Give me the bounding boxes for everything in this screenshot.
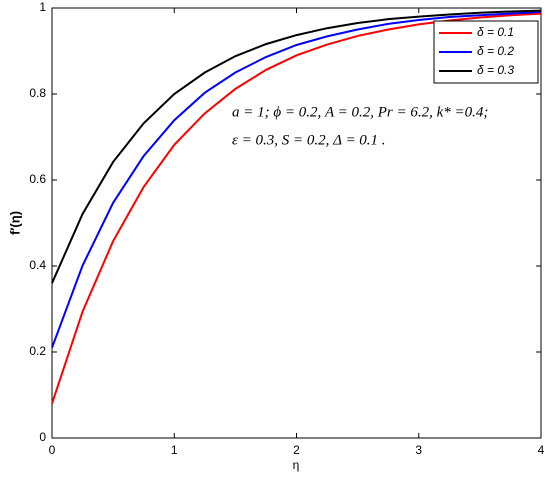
x-tick-label: 4 — [538, 443, 545, 457]
annotation: ε = 0.3, S = 0.2, Δ = 0.1 . — [232, 132, 386, 148]
y-tick-label: 0.8 — [29, 86, 46, 100]
x-tick-label: 0 — [49, 443, 56, 457]
legend-label: δ = 0.1 — [477, 25, 514, 39]
x-tick-label: 1 — [171, 443, 178, 457]
legend-label: δ = 0.2 — [477, 44, 514, 58]
legend-label: δ = 0.3 — [477, 63, 514, 77]
y-tick-label: 0.6 — [29, 172, 46, 186]
y-axis-label: f′(η) — [7, 211, 22, 235]
x-axis-label: η — [293, 458, 300, 472]
y-tick-label: 0.2 — [29, 344, 46, 358]
annotation: a = 1; ϕ = 0.2, A = 0.2, Pr = 6.2, k* =0… — [232, 104, 488, 120]
line — [51, 10, 542, 349]
y-tick-label: 1 — [39, 0, 46, 14]
x-tick-label: 3 — [415, 443, 422, 457]
line — [51, 12, 542, 404]
x-tick-label: 2 — [293, 443, 300, 457]
y-tick-label: 0 — [39, 430, 46, 444]
line — [51, 9, 542, 284]
y-tick-label: 0.4 — [29, 258, 46, 272]
